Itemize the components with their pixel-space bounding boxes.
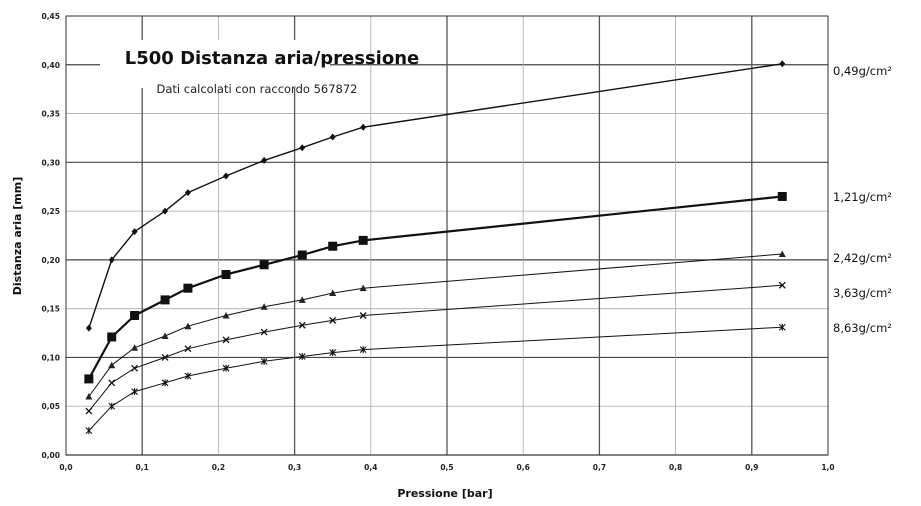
data-point [184, 345, 192, 353]
series-label: 0,49g/cm² [833, 64, 892, 78]
series-4 [85, 281, 786, 415]
series-label: 8,63g/cm² [833, 321, 892, 335]
data-point [162, 207, 169, 215]
data-point [778, 281, 786, 289]
data-point [161, 379, 169, 387]
data-point [777, 191, 787, 201]
plot-frame [65, 15, 829, 456]
series-5 [85, 323, 786, 435]
series-layer [84, 60, 787, 435]
data-point [223, 172, 230, 180]
y-tick-label: 0,35 [41, 110, 60, 119]
data-point [260, 303, 268, 310]
data-point [329, 349, 337, 357]
data-point [329, 316, 337, 324]
data-point [131, 228, 138, 236]
data-point [779, 60, 786, 68]
data-point [108, 402, 116, 410]
data-point [358, 235, 368, 245]
data-point [184, 189, 191, 197]
data-point [260, 357, 268, 365]
series-label: 1,21g/cm² [833, 190, 892, 204]
data-point [107, 332, 117, 342]
data-point [108, 361, 116, 369]
tick-labels: 0,00 0,05 0,10 0,15 0,20 0,25 0,30 0,35 0,40 0,45… [41, 12, 834, 472]
data-point [222, 336, 230, 344]
series-labels: 0,49g/cm² 1,21g/cm² 2,42g/cm² 3,63g/cm² 8,63… [833, 64, 892, 335]
data-point [131, 364, 139, 372]
data-point [261, 156, 268, 164]
data-point [222, 364, 230, 372]
series-1 [85, 60, 786, 332]
data-point [161, 353, 169, 361]
data-point [184, 372, 192, 380]
y-tick-label: 0,15 [41, 305, 60, 314]
series-2 [84, 191, 787, 384]
data-point [161, 332, 169, 339]
x-tick-label: 0,7 [593, 463, 606, 472]
x-tick-label: 0,8 [669, 463, 682, 472]
x-tick-label: 0,6 [517, 463, 530, 472]
data-point [359, 312, 367, 319]
x-tick-label: 0,5 [440, 463, 453, 472]
series-label: 3,63g/cm² [833, 286, 892, 300]
x-tick-label: 0,9 [745, 463, 758, 472]
data-point [259, 260, 269, 270]
data-point [108, 256, 115, 264]
x-tick-label: 0,4 [364, 463, 377, 472]
title-background [100, 40, 330, 88]
data-point [359, 346, 367, 354]
chart-subtitle: Dati calcolati con raccordo 567872 [157, 82, 358, 96]
y-tick-label: 0,05 [41, 402, 60, 411]
data-point [297, 250, 307, 260]
data-point [260, 328, 268, 336]
y-tick-label: 0,30 [41, 158, 60, 167]
x-tick-label: 0,1 [136, 463, 149, 472]
y-tick-label: 0,10 [41, 353, 60, 362]
data-point [299, 144, 306, 152]
x-tick-label: 0,3 [288, 463, 301, 472]
data-point [359, 284, 367, 292]
x-axis-label: Pressione [bar] [397, 487, 492, 500]
data-point [108, 379, 116, 387]
data-point [298, 321, 306, 329]
data-point [778, 323, 786, 331]
data-point [131, 344, 139, 351]
y-tick-label: 0,00 [41, 451, 60, 460]
chart-title: L500 Distanza aria/pressione [125, 48, 419, 69]
x-tick-label: 0,2 [212, 463, 225, 472]
y-axis-label: Distanza aria [mm] [11, 177, 24, 295]
data-point [85, 427, 93, 435]
data-point [329, 133, 336, 141]
y-tick-label: 0,20 [41, 256, 60, 265]
data-point [222, 311, 230, 319]
data-point [221, 270, 231, 280]
data-point [84, 374, 94, 384]
data-point [298, 352, 306, 360]
data-point [160, 295, 170, 305]
series-label: 2,42g/cm² [833, 251, 892, 265]
data-point [131, 388, 138, 396]
data-point [85, 407, 93, 415]
x-tick-label: 0,0 [59, 463, 72, 472]
data-point [130, 310, 140, 320]
data-point [298, 296, 306, 303]
data-point [778, 250, 786, 258]
y-tick-label: 0,45 [41, 12, 60, 21]
data-point [360, 123, 367, 131]
data-point [183, 283, 193, 293]
data-point [328, 241, 338, 251]
data-point [184, 322, 192, 330]
x-tick-label: 1,0 [821, 463, 834, 472]
y-tick-label: 0,40 [41, 61, 60, 70]
data-point [85, 392, 93, 400]
y-tick-label: 0,25 [41, 207, 60, 216]
data-point [85, 324, 92, 332]
series-3 [85, 250, 786, 400]
data-point [329, 289, 337, 297]
